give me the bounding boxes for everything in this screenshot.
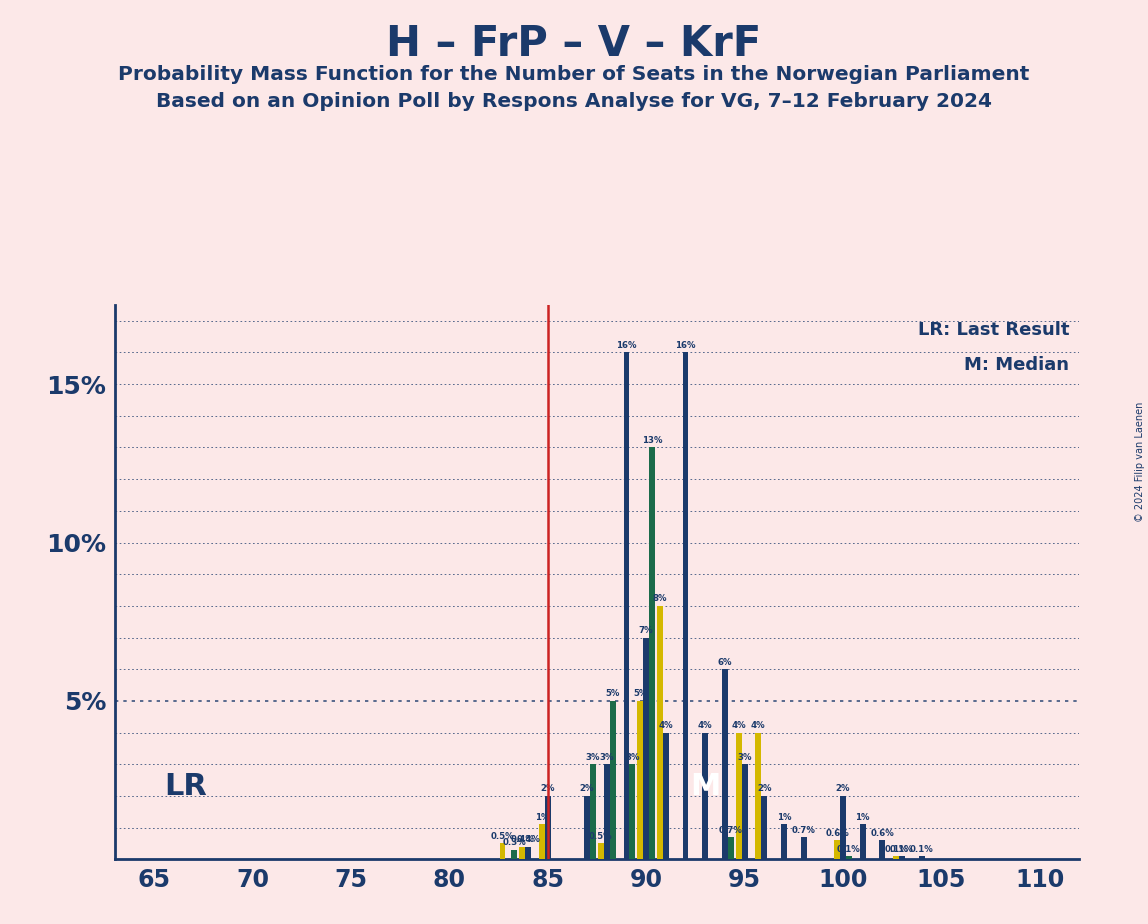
Text: 0.7%: 0.7% — [792, 826, 815, 834]
Text: 13%: 13% — [642, 436, 662, 445]
Text: © 2024 Filip van Laenen: © 2024 Filip van Laenen — [1135, 402, 1145, 522]
Bar — [590, 764, 596, 859]
Bar — [649, 447, 656, 859]
Bar — [584, 796, 590, 859]
Text: 8%: 8% — [653, 594, 667, 603]
Text: 0.5%: 0.5% — [589, 832, 613, 841]
Text: 0.6%: 0.6% — [870, 829, 894, 838]
Text: 1%: 1% — [777, 813, 791, 822]
Text: 0.3%: 0.3% — [503, 838, 526, 847]
Text: 3%: 3% — [585, 753, 600, 761]
Bar — [742, 764, 747, 859]
Text: 2%: 2% — [541, 784, 554, 794]
Text: 0.1%: 0.1% — [890, 845, 914, 854]
Text: 2%: 2% — [580, 784, 595, 794]
Text: H – FrP – V – KrF: H – FrP – V – KrF — [387, 23, 761, 65]
Text: 0.5%: 0.5% — [490, 832, 514, 841]
Text: M: M — [690, 772, 721, 801]
Text: 6%: 6% — [718, 658, 732, 667]
Bar — [538, 824, 545, 859]
Bar — [629, 764, 635, 859]
Text: 0.4%: 0.4% — [510, 835, 534, 845]
Bar — [545, 796, 551, 859]
Bar — [499, 844, 505, 859]
Bar — [879, 840, 885, 859]
Text: 0.1%: 0.1% — [837, 845, 861, 854]
Bar — [722, 669, 728, 859]
Bar — [604, 764, 610, 859]
Bar — [643, 638, 649, 859]
Bar — [899, 857, 905, 859]
Bar — [860, 824, 866, 859]
Text: 4%: 4% — [698, 721, 713, 730]
Text: 0.7%: 0.7% — [719, 826, 743, 834]
Text: 3%: 3% — [737, 753, 752, 761]
Text: M: Median: M: Median — [964, 356, 1069, 373]
Bar — [835, 840, 840, 859]
Text: Probability Mass Function for the Number of Seats in the Norwegian Parliament: Probability Mass Function for the Number… — [118, 65, 1030, 84]
Bar — [755, 733, 761, 859]
Bar — [683, 352, 689, 859]
Text: 0.1%: 0.1% — [910, 845, 933, 854]
Text: 3%: 3% — [626, 753, 639, 761]
Bar — [736, 733, 742, 859]
Text: 4%: 4% — [659, 721, 673, 730]
Text: 1%: 1% — [535, 813, 549, 822]
Bar — [662, 733, 669, 859]
Bar — [637, 701, 643, 859]
Text: 0.1%: 0.1% — [884, 845, 908, 854]
Bar — [781, 824, 786, 859]
Bar — [703, 733, 708, 859]
Bar — [761, 796, 767, 859]
Text: 5%: 5% — [605, 689, 620, 699]
Text: 2%: 2% — [836, 784, 851, 794]
Text: Based on an Opinion Poll by Respons Analyse for VG, 7–12 February 2024: Based on an Opinion Poll by Respons Anal… — [156, 92, 992, 112]
Bar — [728, 837, 734, 859]
Text: 0.4%: 0.4% — [517, 835, 540, 845]
Text: 16%: 16% — [616, 341, 637, 350]
Bar — [525, 846, 532, 859]
Bar — [657, 606, 662, 859]
Text: 2%: 2% — [757, 784, 771, 794]
Bar — [623, 352, 629, 859]
Bar — [840, 796, 846, 859]
Bar — [800, 837, 807, 859]
Text: 7%: 7% — [638, 626, 653, 635]
Text: 4%: 4% — [731, 721, 746, 730]
Text: LR: LR — [164, 772, 207, 801]
Text: 0.6%: 0.6% — [825, 829, 848, 838]
Text: 1%: 1% — [855, 813, 870, 822]
Bar — [610, 701, 615, 859]
Bar — [511, 850, 518, 859]
Bar — [598, 844, 604, 859]
Bar — [918, 857, 924, 859]
Text: 16%: 16% — [675, 341, 696, 350]
Bar — [519, 846, 525, 859]
Text: 3%: 3% — [599, 753, 614, 761]
Text: 4%: 4% — [751, 721, 766, 730]
Text: 5%: 5% — [633, 689, 647, 699]
Text: LR: Last Result: LR: Last Result — [917, 321, 1069, 339]
Bar — [846, 857, 852, 859]
Bar — [893, 857, 899, 859]
